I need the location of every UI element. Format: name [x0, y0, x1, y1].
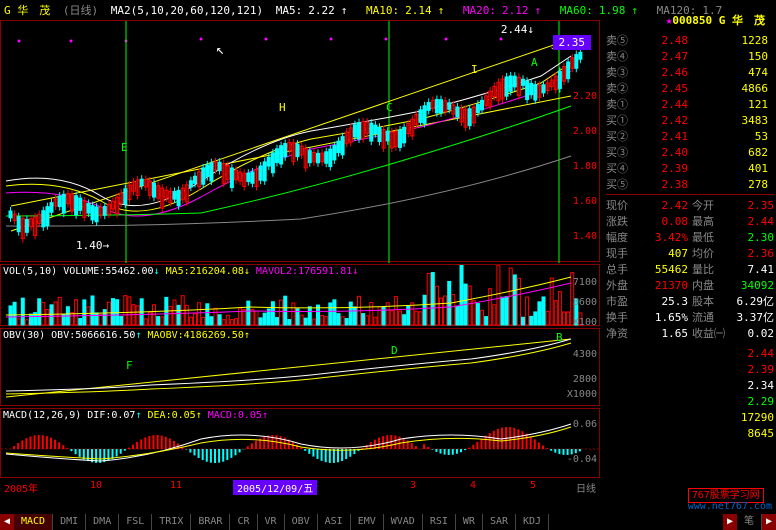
- tab-cr[interactable]: CR: [230, 514, 257, 530]
- data-panel: 卖⑤2.481228卖④2.47150卖③2.46474卖②2.454866卖①…: [606, 32, 774, 443]
- tab-right[interactable]: 笔: [737, 514, 762, 530]
- tab-obv[interactable]: OBV: [285, 514, 318, 530]
- stock-sticker: ★000850 G 华 茂: [666, 12, 765, 28]
- quote-row: 净资1.65收益㈠0.02: [606, 325, 774, 341]
- wave-label: E: [121, 141, 128, 154]
- arrow-140: 1.40→: [76, 239, 109, 252]
- price-badge: 2.35: [553, 35, 592, 50]
- quote-row: 现手407均价2.36: [606, 245, 774, 261]
- website-logo: 767股票学习网 www.net767.com: [688, 486, 772, 512]
- price-tick: 2.20: [573, 91, 597, 102]
- orderbook-row: 买⑤2.38278: [606, 176, 774, 192]
- tab-vr[interactable]: VR: [258, 514, 285, 530]
- quote-row: 涨跌0.08最高2.44: [606, 213, 774, 229]
- tab-macd[interactable]: MACD: [14, 514, 53, 530]
- orderbook-row: 买③2.40682: [606, 144, 774, 160]
- tab-dma[interactable]: DMA: [86, 514, 119, 530]
- tab-next-icon[interactable]: ▶: [723, 514, 737, 530]
- obv-panel[interactable]: OBV(30) OBV:5066616.50↑ MAOBV:4186269.50…: [0, 328, 600, 406]
- tab-rsi[interactable]: RSI: [423, 514, 456, 530]
- quote-row: 市盈25.3股本6.29亿: [606, 293, 774, 309]
- quote-row: 总手55462量比7.41: [606, 261, 774, 277]
- tab-sar[interactable]: SAR: [483, 514, 516, 530]
- header-bar: G 华 茂 (日线) MA2(5,10,20,60,120,121) MA5:2…: [4, 2, 734, 18]
- wave-label: H: [279, 101, 286, 114]
- chart-area[interactable]: 2.202.001.801.601.40 EHCIAJ 2.44↓ 2.35 1…: [0, 20, 600, 510]
- tab-kdj[interactable]: KDJ: [516, 514, 549, 530]
- tab-dmi[interactable]: DMI: [53, 514, 86, 530]
- orderbook-row: 卖⑤2.481228: [606, 32, 774, 48]
- wave-label: A: [531, 56, 538, 69]
- tab-prev-icon[interactable]: ◀: [0, 514, 14, 530]
- timeline: 2005年 10 11 2005/12/09/五 3 4 5 日线: [0, 480, 600, 494]
- orderbook-row: 卖④2.47150: [606, 48, 774, 64]
- orderbook-row: 买②2.4153: [606, 128, 774, 144]
- tab-trix[interactable]: TRIX: [152, 514, 191, 530]
- indicator-tabs[interactable]: ◀ MACDDMIDMAFSLTRIXBRARCRVROBVASIEMVWVAD…: [0, 514, 776, 530]
- orderbook-row: 买④2.39401: [606, 160, 774, 176]
- orderbook-row: 卖③2.46474: [606, 64, 774, 80]
- orderbook-row: 卖①2.44121: [606, 96, 774, 112]
- volume-panel[interactable]: VOL(5,10) VOLUME:55462.00↓ MA5:216204.08…: [0, 264, 600, 326]
- tab-wvad[interactable]: WVAD: [384, 514, 423, 530]
- tab-fsl[interactable]: FSL: [119, 514, 152, 530]
- wave-label: C: [386, 101, 393, 114]
- orderbook-row: 卖②2.454866: [606, 80, 774, 96]
- price-tick: 1.80: [573, 161, 597, 172]
- quote-row: 现价2.42今开2.35: [606, 197, 774, 213]
- quote-row: 外盘21370内盘34092: [606, 277, 774, 293]
- tab-brar[interactable]: BRAR: [191, 514, 230, 530]
- price-tick: 2.00: [573, 126, 597, 137]
- orderbook-row: 买①2.423483: [606, 112, 774, 128]
- tab-asi[interactable]: ASI: [318, 514, 351, 530]
- price-tick: 1.40: [573, 231, 597, 242]
- quote-row: 幅度3.42%最低2.30: [606, 229, 774, 245]
- callout-244: 2.44↓: [501, 23, 534, 36]
- tab-wr[interactable]: WR: [456, 514, 483, 530]
- tab-end-icon[interactable]: ▶: [762, 514, 776, 530]
- macd-panel[interactable]: MACD(12,26,9) DIF:0.07↑ DEA:0.05↑ MACD:0…: [0, 408, 600, 478]
- quote-row: 换手1.65%流通3.37亿: [606, 309, 774, 325]
- wave-label: I: [471, 63, 478, 76]
- price-panel[interactable]: 2.202.001.801.601.40 EHCIAJ 2.44↓ 2.35 1…: [0, 20, 600, 262]
- tab-emv[interactable]: EMV: [351, 514, 384, 530]
- price-tick: 1.60: [573, 196, 597, 207]
